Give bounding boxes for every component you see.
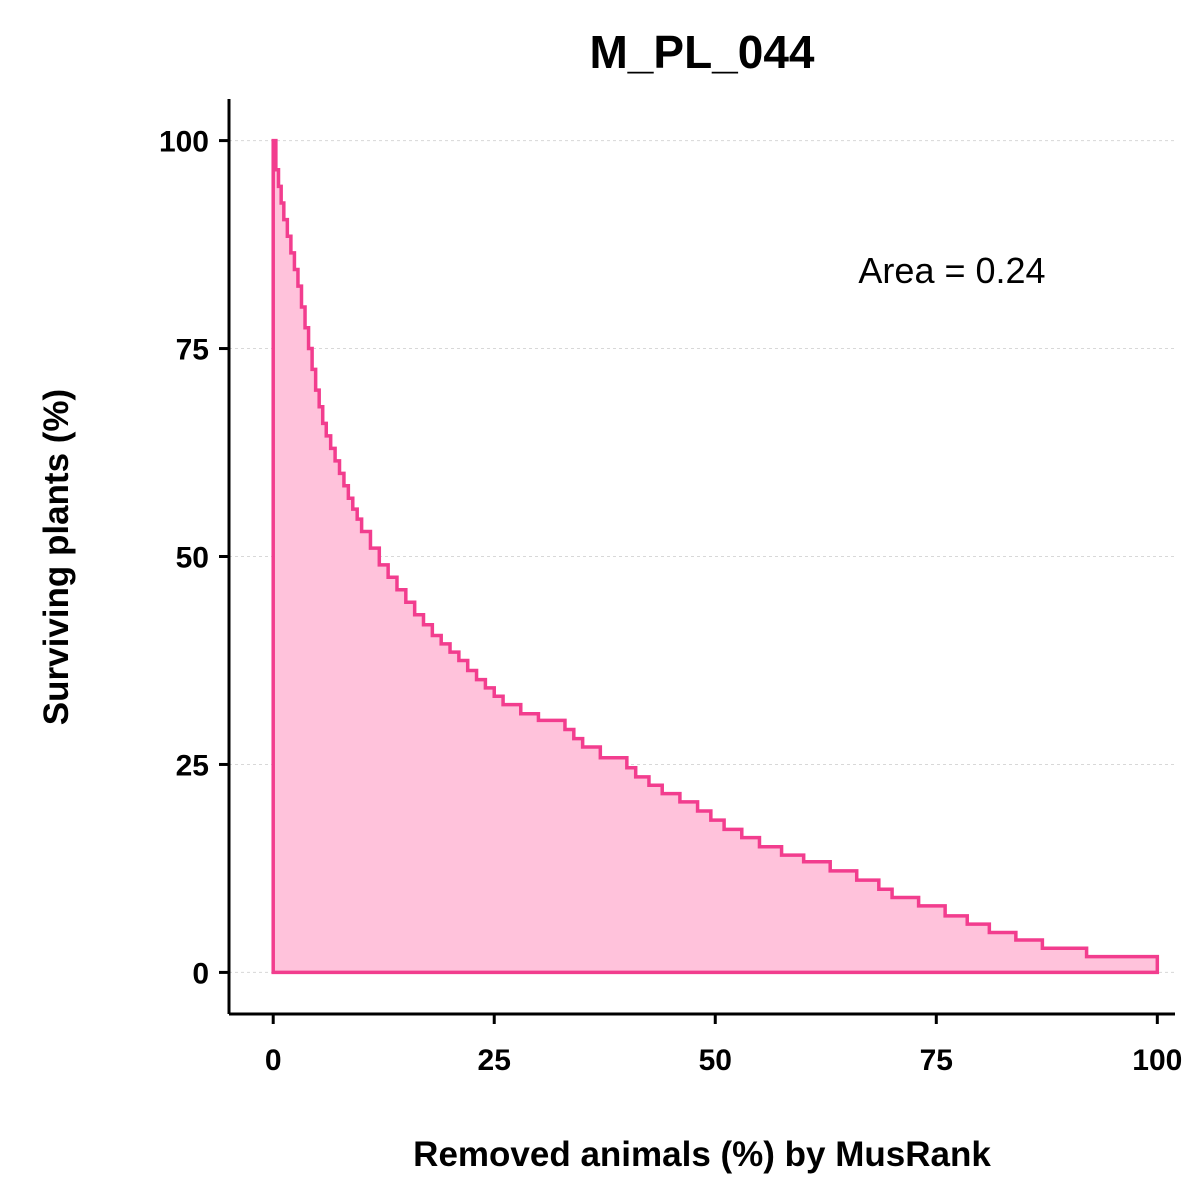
x-axis-label: Removed animals (%) by MusRank — [413, 1135, 991, 1174]
y-axis-label: Surviving plants (%) — [37, 389, 76, 725]
y-axis-ticks: 0 25 50 75 100 — [159, 126, 229, 990]
y-tick-label-75: 75 — [176, 334, 209, 367]
x-tick-label-25: 25 — [478, 1044, 511, 1077]
survival-curve-line — [271, 138, 1160, 975]
y-tick-label-100: 100 — [159, 126, 209, 159]
x-tick-label-75: 75 — [920, 1044, 953, 1077]
y-tick-label-25: 25 — [176, 749, 209, 782]
x-tick-label-0: 0 — [265, 1044, 282, 1077]
x-axis-ticks: 0 25 50 75 100 — [265, 1014, 1182, 1077]
survival-area-fill — [273, 140, 1158, 973]
y-tick-label-0: 0 — [192, 957, 209, 990]
chart-title: M_PL_044 — [589, 26, 814, 78]
x-tick-label-50: 50 — [699, 1044, 732, 1077]
y-tick-label-50: 50 — [176, 542, 209, 575]
x-tick-label-100: 100 — [1132, 1044, 1182, 1077]
area-annotation: Area = 0.24 — [858, 250, 1045, 291]
